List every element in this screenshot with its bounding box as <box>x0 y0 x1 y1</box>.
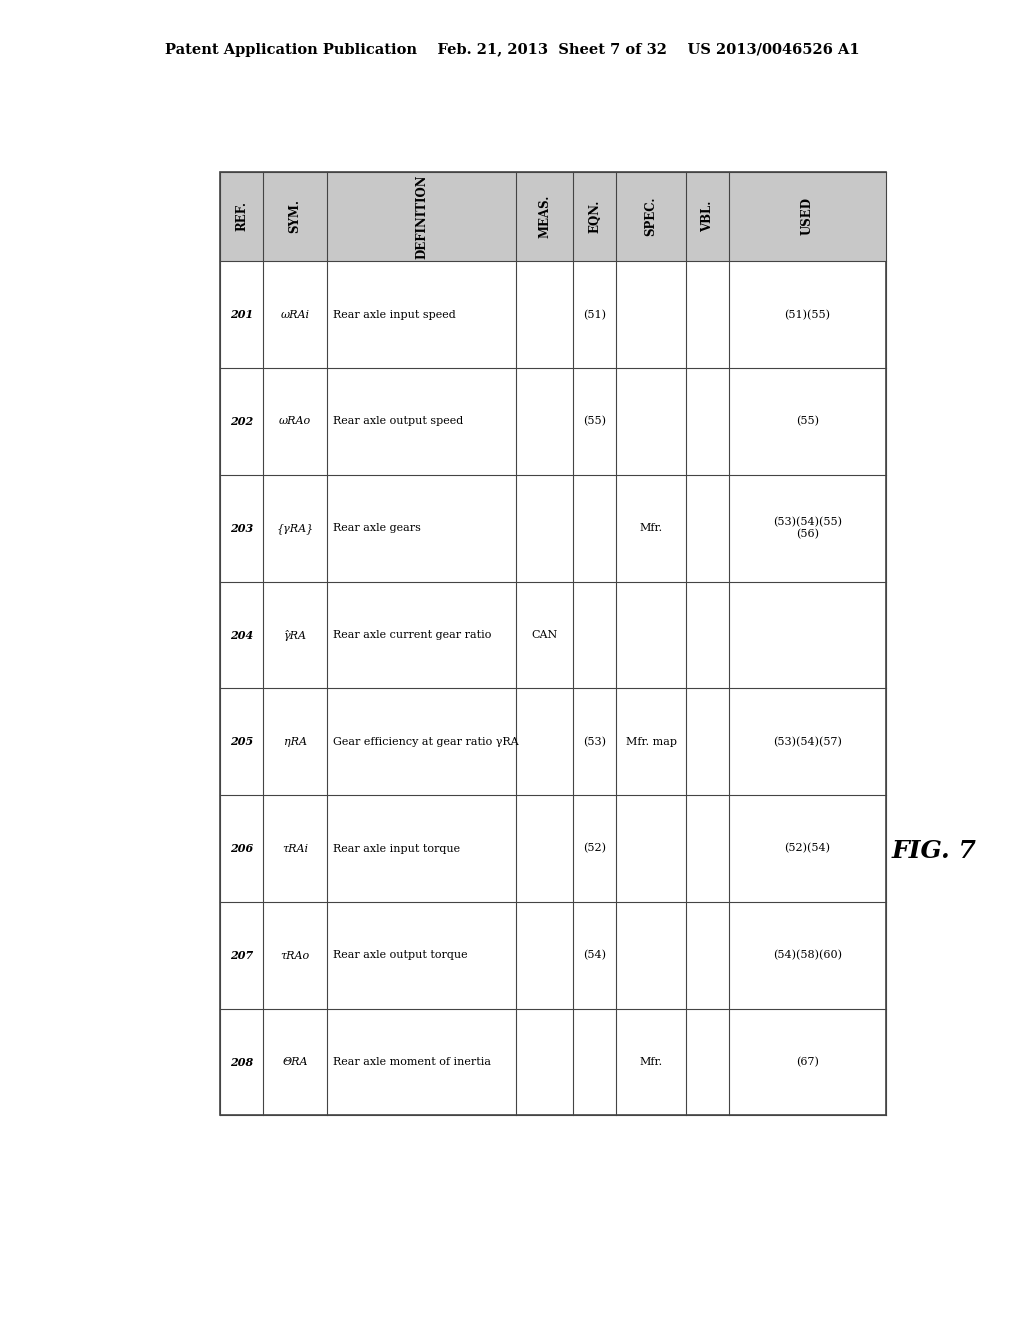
Text: SPEC.: SPEC. <box>645 197 657 236</box>
Text: Gear efficiency at gear ratio γRA: Gear efficiency at gear ratio γRA <box>333 737 518 747</box>
Text: (53)(54)(55)
(56): (53)(54)(55) (56) <box>773 517 842 540</box>
Text: 201: 201 <box>230 309 253 321</box>
Text: Patent Application Publication    Feb. 21, 2013  Sheet 7 of 32    US 2013/004652: Patent Application Publication Feb. 21, … <box>165 44 859 57</box>
Text: VBL.: VBL. <box>701 201 714 232</box>
Text: Mfr.: Mfr. <box>640 523 663 533</box>
Text: 208: 208 <box>230 1056 253 1068</box>
Text: Rear axle output speed: Rear axle output speed <box>333 417 463 426</box>
Text: τRAi: τRAi <box>282 843 308 854</box>
Text: (52)(54): (52)(54) <box>784 843 830 854</box>
Text: EQN.: EQN. <box>588 199 601 234</box>
Text: REF.: REF. <box>236 202 248 231</box>
Text: Mfr.: Mfr. <box>640 1057 663 1067</box>
Text: Mfr. map: Mfr. map <box>626 737 677 747</box>
Text: Rear axle input torque: Rear axle input torque <box>333 843 460 854</box>
Text: 206: 206 <box>230 843 253 854</box>
Text: Rear axle input speed: Rear axle input speed <box>333 310 456 319</box>
Text: (51): (51) <box>583 310 606 319</box>
Bar <box>220 172 886 261</box>
Text: (54)(58)(60): (54)(58)(60) <box>773 950 842 961</box>
Text: Rear axle gears: Rear axle gears <box>333 523 421 533</box>
Text: (55): (55) <box>583 416 606 426</box>
Text: ωRAo: ωRAo <box>279 417 311 426</box>
Text: DEFINITION: DEFINITION <box>415 174 428 259</box>
Text: 203: 203 <box>230 523 253 533</box>
Text: Rear axle current gear ratio: Rear axle current gear ratio <box>333 630 492 640</box>
Text: Rear axle output torque: Rear axle output torque <box>333 950 467 960</box>
Text: ΘRA: ΘRA <box>283 1057 308 1067</box>
Text: FIG. 7: FIG. 7 <box>892 840 977 863</box>
Text: 204: 204 <box>230 630 253 640</box>
Text: (53)(54)(57): (53)(54)(57) <box>773 737 842 747</box>
Text: USED: USED <box>801 198 814 235</box>
Text: (52): (52) <box>583 843 606 854</box>
Text: Rear axle moment of inertia: Rear axle moment of inertia <box>333 1057 490 1067</box>
Text: CAN: CAN <box>531 630 558 640</box>
Text: (54): (54) <box>583 950 606 961</box>
Text: 207: 207 <box>230 950 253 961</box>
Text: τRAo: τRAo <box>281 950 309 960</box>
Text: ηRA: ηRA <box>284 737 306 747</box>
Text: (51)(55): (51)(55) <box>784 310 830 319</box>
Text: ωRAi: ωRAi <box>281 310 309 319</box>
Bar <box>220 172 886 1115</box>
Text: γ̂RA: γ̂RA <box>284 630 306 640</box>
Text: 205: 205 <box>230 737 253 747</box>
Text: (55): (55) <box>796 416 819 426</box>
Text: {γRA}: {γRA} <box>276 523 313 533</box>
Text: (67): (67) <box>796 1057 819 1067</box>
Text: MEAS.: MEAS. <box>539 195 551 238</box>
Text: (53): (53) <box>583 737 606 747</box>
Text: 202: 202 <box>230 416 253 426</box>
Text: SYM.: SYM. <box>289 199 301 234</box>
